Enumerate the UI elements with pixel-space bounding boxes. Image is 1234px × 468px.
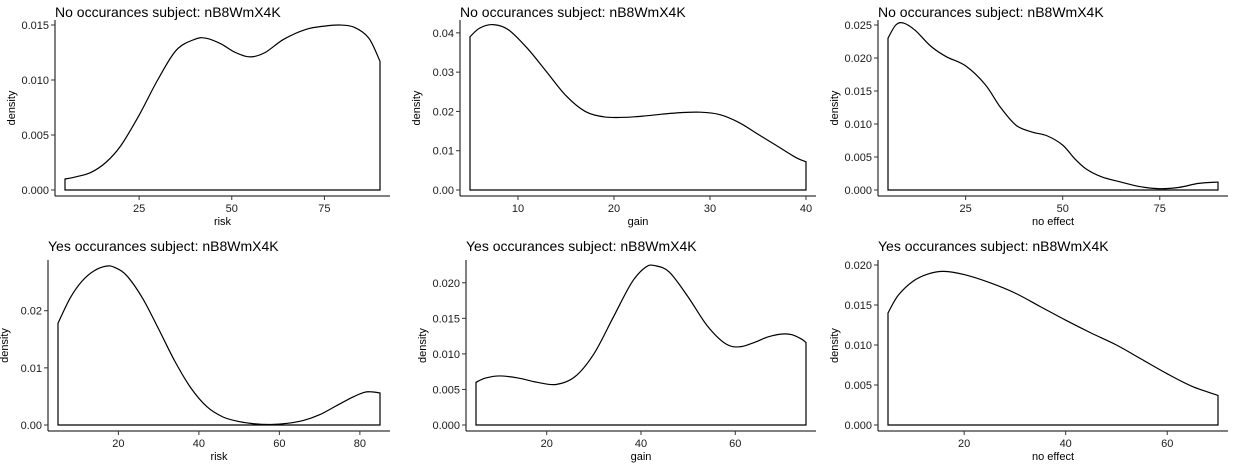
y-tick-label: 0.02 [433, 106, 454, 118]
y-tick-label: 0.010 [21, 75, 49, 87]
y-tick-label: 0.000 [21, 185, 49, 197]
y-tick-label: 0.000 [844, 185, 872, 197]
x-tick-label: 40 [800, 203, 812, 215]
y-tick-label: 0.015 [432, 313, 460, 325]
density-curve [475, 264, 807, 426]
x-axis-title: risk [214, 216, 232, 228]
x-tick-label: 50 [1057, 203, 1069, 215]
x-axis-title: no effect [1032, 451, 1074, 463]
y-tick-label: 0.010 [432, 349, 460, 361]
y-tick-label: 0.015 [844, 300, 872, 312]
y-tick-label: 0.005 [21, 130, 49, 142]
x-tick-label: 25 [960, 203, 972, 215]
y-axis-title: density [0, 328, 11, 363]
panel-title: Yes occurances subject: nB8WmX4K [48, 238, 279, 254]
x-axis-title: risk [210, 451, 228, 463]
y-tick-label: 0.02 [21, 306, 42, 318]
y-tick-label: 0.00 [433, 185, 454, 197]
y-tick-label: 0.000 [432, 420, 460, 432]
y-tick-label: 0.005 [844, 380, 872, 392]
x-tick-label: 50 [226, 203, 238, 215]
y-tick-label: 0.04 [433, 28, 454, 40]
panel-title: No occurances subject: nB8WmX4K [55, 4, 281, 20]
y-axis-title: density [829, 90, 841, 125]
density-panel-6: Yes occurances subject: nB8WmX4K 0.000 0.0… [829, 238, 1228, 463]
x-axis-title: no effect [1032, 216, 1074, 228]
y-tick-label: 0.020 [844, 53, 872, 65]
x-tick-label: 10 [512, 203, 524, 215]
x-axis-title: gain [628, 216, 649, 228]
x-tick-label: 40 [635, 438, 647, 450]
y-tick-label: 0.020 [844, 260, 872, 272]
x-tick-label: 60 [273, 438, 285, 450]
y-tick-label: 0.015 [21, 20, 49, 32]
x-tick-label: 20 [958, 438, 970, 450]
y-tick-label: 0.010 [844, 340, 872, 352]
x-tick-label: 20 [112, 438, 124, 450]
x-tick-label: 60 [1161, 438, 1173, 450]
y-tick-label: 0.000 [844, 420, 872, 432]
x-tick-label: 30 [704, 203, 716, 215]
density-panel-1: No occurances subject: nB8WmX4K 0.000 0.00… [6, 4, 390, 228]
density-curve [64, 24, 381, 191]
density-panel-4: Yes occurances subject: nB8WmX4K 0.00 0.01… [0, 238, 390, 463]
density-curve [887, 270, 1219, 426]
y-tick-label: 0.005 [844, 152, 872, 164]
x-tick-label: 20 [608, 203, 620, 215]
panel-title: No occurances subject: nB8WmX4K [460, 4, 686, 20]
panel-title: Yes occurances subject: nB8WmX4K [878, 238, 1109, 254]
panel-title: Yes occurances subject: nB8WmX4K [466, 238, 697, 254]
density-panel-5: Yes occurances subject: nB8WmX4K 0.000 0.0… [417, 238, 816, 463]
density-panel-3: No occurances subject: nB8WmX4K 0.000 0.00… [829, 4, 1228, 228]
x-tick-label: 40 [193, 438, 205, 450]
y-axis-title: density [6, 90, 18, 125]
y-tick-label: 0.010 [844, 119, 872, 131]
x-tick-label: 60 [729, 438, 741, 450]
x-tick-label: 20 [541, 438, 553, 450]
density-curve [469, 24, 807, 191]
density-panel-2: No occurances subject: nB8WmX4K 0.00 0.01 0… [411, 4, 816, 228]
x-tick-label: 40 [1060, 438, 1072, 450]
x-tick-label: 80 [354, 438, 366, 450]
y-tick-label: 0.020 [432, 278, 460, 290]
density-curve [57, 265, 381, 426]
y-tick-label: 0.005 [432, 384, 460, 396]
y-axis-title: density [411, 90, 423, 125]
y-tick-label: 0.03 [433, 67, 454, 79]
x-tick-label: 75 [1154, 203, 1166, 215]
density-curve [887, 21, 1219, 191]
y-tick-label: 0.01 [21, 363, 42, 375]
y-axis-title: density [417, 328, 429, 363]
x-tick-label: 25 [133, 203, 145, 215]
y-tick-label: 0.015 [844, 86, 872, 98]
y-tick-label: 0.025 [844, 20, 872, 32]
x-axis-title: gain [631, 451, 652, 463]
panel-title: No occurances subject: nB8WmX4K [878, 4, 1104, 20]
x-tick-label: 75 [318, 203, 330, 215]
y-tick-label: 0.00 [21, 420, 42, 432]
y-axis-title: density [829, 328, 841, 363]
y-tick-label: 0.01 [433, 146, 454, 158]
